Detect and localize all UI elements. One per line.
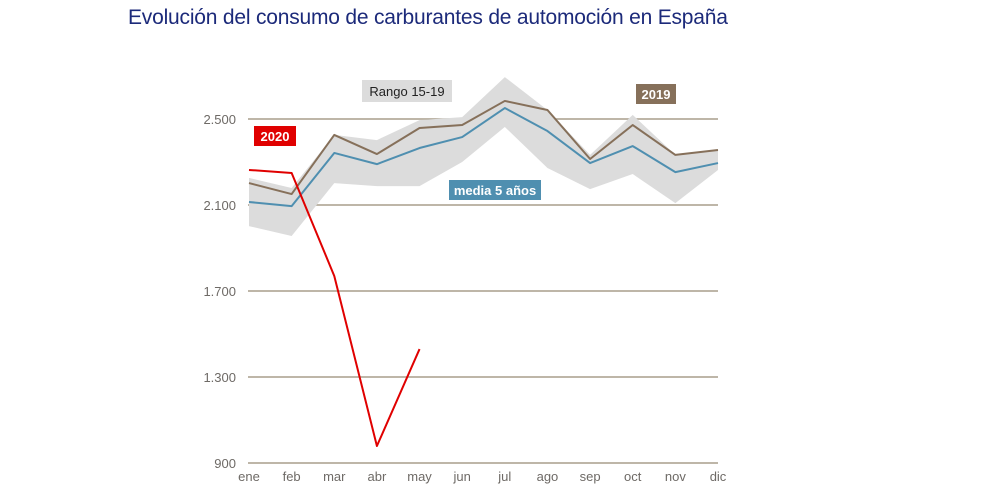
x-tick-label: sep bbox=[580, 469, 601, 484]
x-tick-label: ene bbox=[238, 469, 260, 484]
legend-label-range: Rango 15-19 bbox=[369, 84, 444, 99]
legend-label-2020: 2020 bbox=[261, 129, 290, 144]
x-tick-label: ago bbox=[537, 469, 559, 484]
x-tick-label: jun bbox=[453, 469, 471, 484]
legend-label-2019: 2019 bbox=[642, 87, 671, 102]
x-tick-label: abr bbox=[368, 469, 387, 484]
x-tick-label: mar bbox=[323, 469, 346, 484]
legend-label-2020-box bbox=[254, 126, 296, 146]
y-tick-label: 1.700 bbox=[203, 284, 236, 299]
legend-label-media-box bbox=[449, 180, 541, 200]
y-tick-label: 2.100 bbox=[203, 198, 236, 213]
chart-title: Evolución del consumo de carburantes de … bbox=[128, 6, 728, 29]
legend-label-range-box bbox=[362, 80, 452, 102]
y-tick-label: 900 bbox=[214, 456, 236, 471]
x-tick-label: jul bbox=[497, 469, 511, 484]
x-tick-label: may bbox=[407, 469, 432, 484]
x-tick-label: oct bbox=[624, 469, 642, 484]
series-line-2019 bbox=[248, 99, 719, 196]
y-tick-label: 1.300 bbox=[203, 370, 236, 385]
range-band bbox=[249, 77, 718, 236]
x-tick-label: nov bbox=[665, 469, 686, 484]
x-tick-label: feb bbox=[283, 469, 301, 484]
legend-label-media: media 5 años bbox=[454, 183, 536, 198]
series-line-media-5-años bbox=[248, 107, 719, 208]
series-line-2020 bbox=[248, 168, 421, 448]
y-tick-label: 2.500 bbox=[203, 112, 236, 127]
x-tick-label: dic bbox=[710, 469, 727, 484]
legend-label-2019-box bbox=[636, 84, 676, 104]
